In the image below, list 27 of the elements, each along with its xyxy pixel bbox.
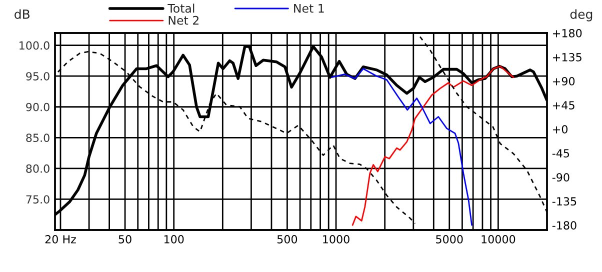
y-axis-title: dB (14, 9, 30, 19)
x-tick-label: 10000 (482, 235, 516, 244)
x-tick-label: 100 (164, 235, 184, 244)
x-tick-label: 20 Hz (45, 235, 76, 244)
x-tick-label: 500 (277, 235, 298, 244)
y-tick-label: 85.0 (26, 134, 50, 142)
y-tick-label: 100.0 (20, 41, 50, 50)
y2-tick-label: +180 (553, 28, 582, 38)
y2-tick-label: -45 (552, 149, 570, 158)
y2-tick-label: -90 (552, 173, 570, 182)
y2-tick-label: +135 (553, 53, 582, 62)
y-tick-label: 95.0 (26, 72, 50, 80)
x-tick-label: 1000 (323, 235, 350, 244)
y2-tick-label: +45 (553, 101, 574, 110)
legend-label: Net 1 (294, 4, 324, 13)
y-tick-label: 75.0 (26, 195, 50, 204)
legend-label: Total (168, 4, 194, 13)
x-tick-label: 50 (118, 235, 132, 244)
y-tick-label: 80.0 (26, 164, 50, 173)
x-tick-label: 5000 (436, 235, 463, 244)
legend-label: Net 2 (168, 16, 198, 25)
y2-tick-label: -180 (552, 221, 576, 230)
y2-tick-label: +0 (553, 125, 568, 134)
y2-tick-label: +90 (553, 77, 575, 86)
y2-tick-label: -135 (552, 197, 576, 206)
y-tick-label: 90.0 (26, 102, 50, 112)
y2-axis-title: deg (570, 9, 592, 22)
